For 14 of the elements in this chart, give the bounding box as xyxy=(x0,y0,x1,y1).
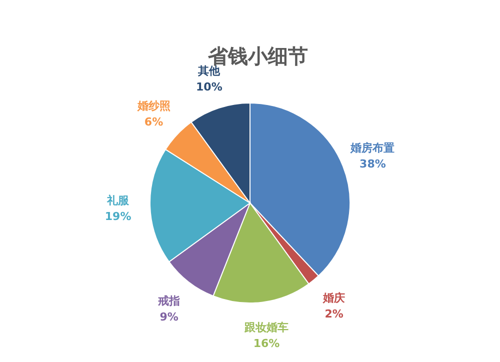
data-label: 16% xyxy=(253,336,280,350)
slice-label: 其他 xyxy=(197,64,222,78)
data-label: 19% xyxy=(104,210,132,224)
data-label: 2% xyxy=(324,308,344,321)
slice-label: 戒指 xyxy=(157,294,180,308)
slice-label: 婚庆 xyxy=(322,292,346,305)
slice-label: 跟妆婚车 xyxy=(244,320,289,334)
data-label: 6% xyxy=(144,116,164,129)
slice-label: 婚纱照 xyxy=(136,100,170,113)
slice-label: 礼服 xyxy=(106,194,130,208)
slice-label: 婚房布置 xyxy=(350,141,395,154)
data-label: 9% xyxy=(160,310,178,324)
data-label: 38% xyxy=(360,157,386,170)
data-label: 10% xyxy=(196,80,222,94)
